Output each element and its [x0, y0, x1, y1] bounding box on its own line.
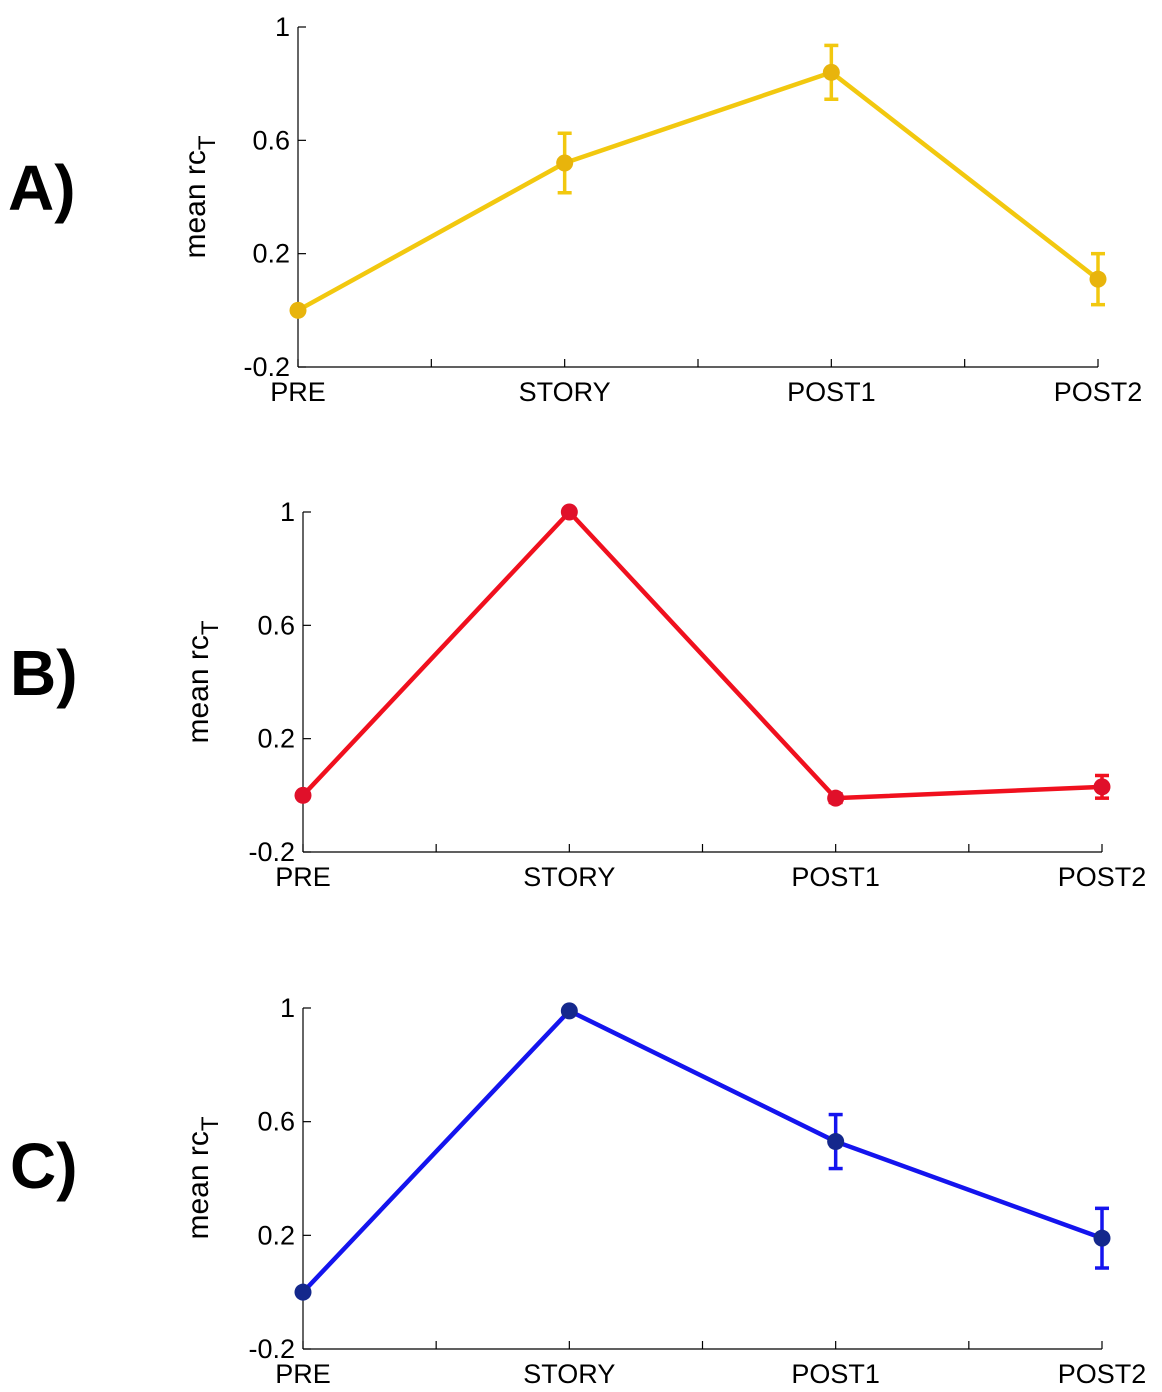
y-tick-label: -0.2	[243, 352, 290, 382]
x-tick-label: PRE	[275, 862, 331, 892]
data-point	[560, 1002, 578, 1020]
x-tick-label: POST2	[1054, 377, 1143, 407]
series-line	[295, 70, 1101, 313]
data-point	[827, 1133, 845, 1151]
data-point	[1093, 778, 1111, 796]
x-tick-label: PRE	[270, 377, 326, 407]
y-tick-label: 0.2	[257, 1220, 295, 1250]
data-point	[827, 789, 845, 807]
y-tick-label: -0.2	[248, 1334, 295, 1364]
y-tick-label: 1	[280, 993, 295, 1023]
x-tick-label: POST1	[791, 862, 880, 892]
series-line	[300, 509, 1105, 801]
data-point	[289, 301, 307, 319]
x-tick-label: POST1	[787, 377, 876, 407]
x-tick-label: POST1	[791, 1359, 880, 1389]
data-point	[556, 154, 574, 172]
chart-panel: A) -0.2 0.2 0.6 1 PRE STORY POST1 POST2 mean rcT	[8, 12, 1142, 407]
panel-label: C)	[10, 1130, 78, 1202]
y-axis-label-subscript: T	[197, 1116, 224, 1131]
x-tick-label: STORY	[523, 862, 615, 892]
panel-label: A)	[8, 152, 76, 224]
chart-panel: C) -0.2 0.2 0.6 1 PRE STORY POST1 POST2 mean rcT	[10, 993, 1146, 1389]
x-tick-label: STORY	[523, 1359, 615, 1389]
y-axis-label-main: mean rc	[182, 1131, 215, 1239]
y-tick-label: 0.2	[252, 239, 290, 269]
chart-panel: B) -0.2 0.2 0.6 1 PRE STORY POST1 POST2 mean rcT	[10, 497, 1146, 892]
data-point	[1093, 1229, 1111, 1247]
x-tick-label: POST2	[1058, 1359, 1147, 1389]
y-axis-label-main: mean rc	[182, 635, 215, 743]
data-point	[560, 503, 578, 521]
y-tick-label: 1	[275, 12, 290, 42]
y-tick-label: 0.6	[257, 610, 295, 640]
y-axis-label-subscript: T	[194, 135, 221, 150]
data-point	[822, 63, 840, 81]
y-axis-label: mean rcT	[182, 620, 224, 743]
y-axis-label: mean rcT	[182, 1116, 224, 1239]
data-point	[294, 786, 312, 804]
y-tick-label: 0.6	[252, 125, 290, 155]
y-tick-label: 1	[280, 497, 295, 527]
data-point	[1089, 270, 1107, 288]
y-axis-label-main: mean rc	[179, 150, 212, 258]
series-line	[300, 1008, 1105, 1295]
y-axis-label-subscript: T	[197, 620, 224, 635]
y-axis-label: mean rcT	[179, 135, 221, 258]
y-tick-label: 0.6	[257, 1107, 295, 1137]
x-tick-label: POST2	[1058, 862, 1147, 892]
panel-label: B)	[10, 637, 78, 709]
y-tick-label: 0.2	[257, 724, 295, 754]
y-tick-label: -0.2	[248, 837, 295, 867]
x-tick-label: STORY	[519, 377, 611, 407]
x-tick-label: PRE	[275, 1359, 331, 1389]
data-point	[294, 1283, 312, 1301]
